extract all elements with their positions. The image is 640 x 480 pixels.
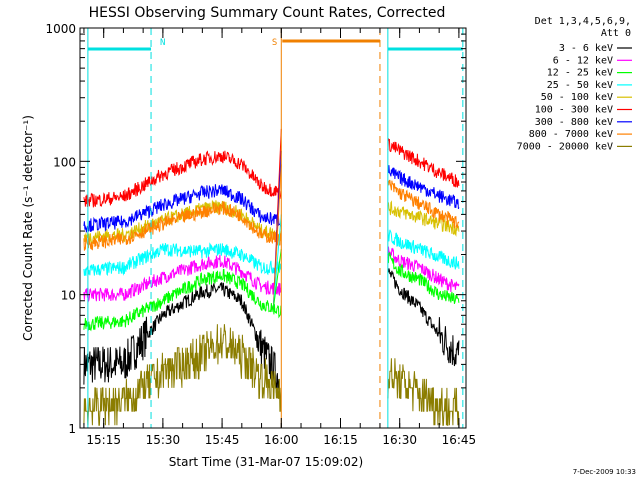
series-2-trace-2 [387,246,460,293]
series-1 [83,268,460,401]
y-tick-label-1: 1 [68,422,76,436]
legend-label-4: 25 - 50 keV [547,80,613,91]
legend-label-3: 12 - 25 keV [547,68,613,79]
series-5-trace-2 [387,200,460,237]
timestamp: 7-Dec-2009 10:33 [573,468,636,476]
x-tick-label-4: 16:00 [264,433,299,447]
series-3 [83,252,460,332]
chart-title: HESSI Observing Summary Count Rates, Cor… [89,5,446,21]
legend-entry-2: 6 - 12 keV [553,55,632,66]
legend-header-2: Att 0 [601,28,631,39]
y-tick-label-4: 1000 [45,22,76,36]
series-2 [83,246,460,303]
x-tick-label-6: 16:30 [382,433,417,447]
legend-entry-8: 800 - 7000 keV [529,129,632,140]
night-interval-3: N [387,28,464,428]
legend-header-1: Det 1,3,4,5,6,9, [535,16,631,27]
legend-label-1: 3 - 6 keV [559,43,613,54]
legend-label-6: 100 - 300 keV [535,105,613,116]
series-9-trace-2 [387,358,460,426]
series-8-trace-1 [83,201,282,251]
x-tick-label-3: 15:45 [205,433,240,447]
y-tick-label-3: 100 [53,155,76,169]
series-8 [83,179,460,251]
series-1-trace-2 [387,268,460,367]
series-6-trace-2 [387,138,460,188]
series-3-trace-1 [83,268,282,332]
legend-entry-9: 7000 - 20000 keV [517,141,632,152]
night-label-1: N [160,38,165,48]
series-1-trace-1 [83,281,282,401]
x-tick-label-7: 16:45 [442,433,477,447]
series-8-trace-2 [387,179,460,229]
series-9-trace-1 [83,324,282,426]
plot-frame [79,27,467,429]
legend-entry-4: 25 - 50 keV [547,80,632,91]
legend-label-5: 50 - 100 keV [541,92,613,103]
x-tick-label-2: 15:30 [146,433,181,447]
night-interval-1: N [87,28,165,428]
x-axis-ticks: 15:15 15:30 15:45 16:00 16:15 16:30 16:45 [83,28,477,447]
series-7-trace-1 [83,184,282,233]
saa-label-2: S [272,38,277,48]
series-4 [83,229,460,277]
x-tick-label-1: 15:15 [86,433,121,447]
series-7-trace-2 [387,165,460,210]
series-4-trace-1 [83,242,282,277]
series-3-trace-2 [387,252,460,304]
flare-spike [272,128,282,308]
y-tick-label-2: 10 [61,289,76,303]
series-6 [83,138,460,208]
legend-entry-7: 300 - 800 keV [535,117,632,128]
legend-entry-1: 3 - 6 keV [559,43,632,54]
legend-label-8: 800 - 7000 keV [529,129,613,140]
x-tick-label-5: 16:15 [323,433,358,447]
legend-label-2: 6 - 12 keV [553,55,613,66]
series-7 [83,165,460,233]
y-axis-label: Corrected Count Rate (s⁻¹ detector⁻¹) [21,115,35,341]
series-9 [83,324,460,426]
series-6-trace-1 [83,150,282,208]
legend-label-9: 7000 - 20000 keV [517,141,613,152]
y-axis-ticks: 1 10 100 1000 [45,22,466,436]
series-2-trace-1 [83,254,282,303]
legend-label-7: 300 - 800 keV [535,117,613,128]
series-4-trace-2 [387,229,460,270]
x-axis-label: Start Time (31-Mar-07 15:09:02) [169,455,363,469]
legend-entry-3: 12 - 25 keV [547,68,632,79]
legend-entry-5: 50 - 100 keV [541,92,632,103]
saa-interval-2: S [272,28,381,428]
legend-entry-6: 100 - 300 keV [535,105,632,116]
